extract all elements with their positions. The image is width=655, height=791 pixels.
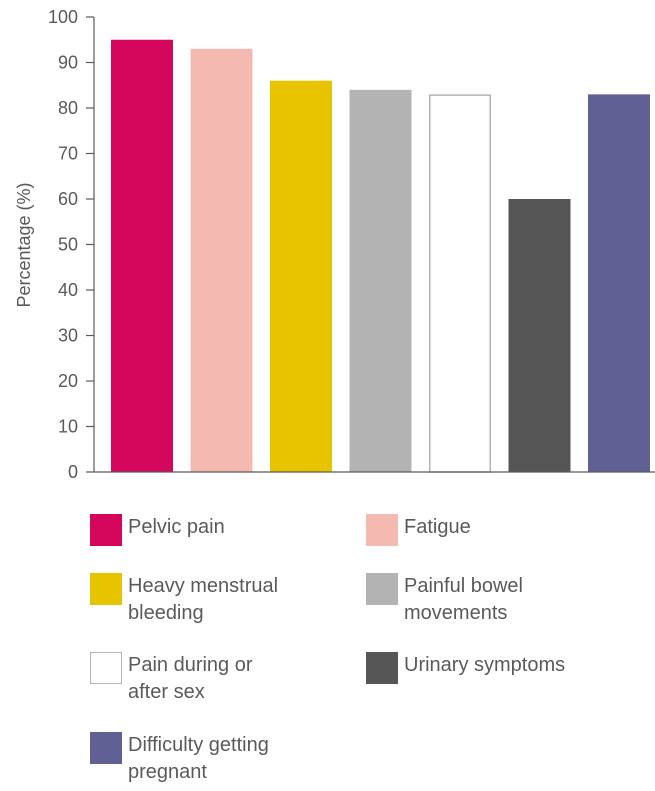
bar-heavy-menstrual-bleeding	[270, 80, 332, 472]
legend-item: Heavy menstrual bleeding	[90, 573, 328, 627]
legend-label-line: Heavy menstrual	[128, 575, 279, 597]
y-tick-label: 20	[58, 371, 78, 391]
legend-label-line: bleeding	[128, 602, 204, 624]
legend-label: Pelvic pain	[128, 514, 328, 541]
legend-swatch	[90, 573, 122, 605]
y-tick-label: 10	[58, 417, 78, 437]
legend-label-line: Difficulty getting	[128, 734, 269, 756]
bar-fatigue	[190, 48, 253, 472]
legend-item: Urinary symptoms	[366, 652, 604, 684]
y-tick-label: 70	[58, 144, 78, 164]
bar-painful-bowel-movements	[349, 89, 412, 473]
legend-item: Pelvic pain	[90, 514, 328, 546]
bar-urinary-symptoms	[508, 199, 571, 472]
legend-label-line: Painful bowel	[404, 575, 523, 597]
legend-swatch	[90, 732, 122, 764]
y-axis-ticks: 0 10 20 30 40 50 60 70 80 90 100	[48, 7, 94, 482]
y-tick-label: 0	[68, 462, 78, 482]
legend-label-line: movements	[404, 602, 508, 624]
bar-difficulty-getting-pregnant	[588, 94, 650, 472]
legend-label-line: Fatigue	[404, 516, 471, 538]
legend-label: Painful bowel movements	[404, 573, 604, 627]
y-tick-label: 100	[48, 7, 78, 27]
legend-item: Pain during or after sex	[90, 652, 328, 706]
legend-label-line: Pain during or	[128, 654, 253, 676]
y-tick-label: 50	[58, 235, 78, 255]
y-tick-label: 40	[58, 280, 78, 300]
legend-label: Heavy menstrual bleeding	[128, 573, 328, 627]
y-tick-label: 30	[58, 326, 78, 346]
legend-label-line: pregnant	[128, 761, 207, 783]
legend-swatch	[366, 514, 398, 546]
legend-swatch	[90, 652, 122, 684]
legend-label: Fatigue	[404, 514, 604, 541]
legend-label-line: Urinary symptoms	[404, 654, 566, 676]
y-tick-label: 80	[58, 98, 78, 118]
y-tick-label: 60	[58, 189, 78, 209]
legend-swatch	[366, 652, 398, 684]
legend-item: Painful bowel movements	[366, 573, 604, 627]
y-axis-title: Percentage (%)	[14, 182, 34, 307]
bar-pain-during-or-after-sex	[429, 94, 491, 473]
legend-label: Urinary symptoms	[404, 652, 604, 679]
bars	[111, 39, 650, 473]
bar-chart: 0 10 20 30 40 50 60 70 80 90 100 Percentage (%)	[14, 7, 655, 482]
legend-swatch	[90, 514, 122, 546]
bar-pelvic-pain	[111, 39, 173, 472]
legend-label: Pain during or after sex	[128, 652, 328, 706]
legend-item: Difficulty getting pregnant	[90, 732, 328, 786]
legend-label-line: Pelvic pain	[128, 516, 225, 538]
legend-item: Fatigue	[366, 514, 604, 546]
y-tick-label: 90	[58, 53, 78, 73]
legend-swatch	[366, 573, 398, 605]
legend-label: Difficulty getting pregnant	[128, 732, 328, 786]
legend-label-line: after sex	[128, 681, 205, 703]
